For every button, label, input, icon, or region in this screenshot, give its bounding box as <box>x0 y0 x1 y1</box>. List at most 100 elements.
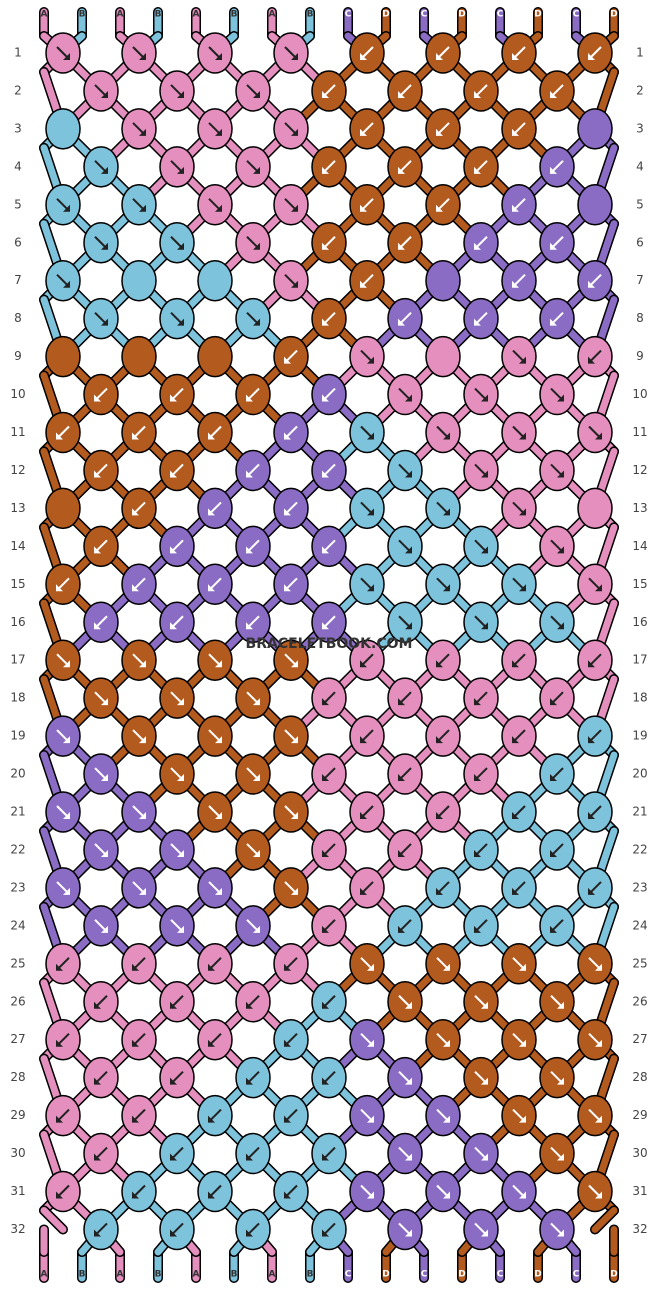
row-number: 1 <box>14 46 22 60</box>
knot <box>83 222 119 264</box>
row-number: 27 <box>632 1032 647 1046</box>
row-number: 23 <box>10 880 25 894</box>
knot <box>539 70 575 112</box>
knot <box>577 563 613 606</box>
knot-arrowhead <box>322 1153 329 1161</box>
knot-arrowhead <box>253 318 260 326</box>
row-number: 1 <box>636 46 644 60</box>
knot <box>349 108 385 150</box>
knot <box>235 601 271 643</box>
knot <box>463 677 499 719</box>
knot-arrowhead <box>170 470 177 478</box>
knot <box>425 411 461 454</box>
knot <box>197 943 233 985</box>
knot-arrowhead <box>588 280 595 288</box>
knot-arrowhead <box>512 128 519 136</box>
knot <box>539 905 575 947</box>
knot-arrowhead <box>132 1039 139 1047</box>
knot <box>45 1170 81 1213</box>
knot <box>83 905 119 947</box>
knot-arrowhead <box>481 622 488 630</box>
string-label: C <box>497 1270 504 1280</box>
knot-arrowhead <box>139 660 146 668</box>
knot-arrowhead <box>367 508 374 516</box>
knot <box>387 981 423 1023</box>
knot <box>577 487 613 530</box>
knot-arrowhead <box>367 963 374 971</box>
knot <box>159 297 195 340</box>
knot-arrowhead <box>398 242 405 250</box>
knot <box>387 449 423 492</box>
knot <box>121 867 157 909</box>
knot-arrowhead <box>512 812 519 819</box>
knot <box>197 335 233 378</box>
knot-arrowhead <box>588 53 595 60</box>
knot-arrowhead <box>94 622 101 630</box>
knot-arrowhead <box>481 1153 488 1161</box>
knot <box>45 32 81 74</box>
knot-arrowhead <box>519 356 526 364</box>
knot-arrowhead <box>101 242 108 250</box>
knot <box>577 943 613 985</box>
string-label: C <box>421 1270 428 1280</box>
knot <box>577 867 613 909</box>
knot-arrowhead <box>208 1191 215 1199</box>
knot <box>197 639 233 681</box>
string-label: C <box>345 10 352 20</box>
knot <box>121 32 157 74</box>
knot <box>235 829 271 871</box>
knot <box>45 715 81 757</box>
row-number: 24 <box>632 918 647 932</box>
knot <box>349 867 385 909</box>
knot-arrowhead <box>588 887 595 895</box>
knot-arrowhead <box>398 774 405 782</box>
knot-arrowhead <box>557 394 564 402</box>
row-number: 13 <box>10 501 25 515</box>
knot-arrowhead <box>215 128 222 136</box>
knot <box>387 146 423 188</box>
knot <box>273 487 309 530</box>
knot-arrowhead <box>322 394 329 402</box>
knot-body <box>577 487 613 530</box>
knot-arrowhead <box>94 1229 101 1237</box>
knot-arrowhead <box>595 432 602 440</box>
knot <box>577 32 613 74</box>
knot <box>577 335 613 378</box>
knot <box>501 1018 537 1061</box>
knot <box>577 791 613 833</box>
knot-arrowhead <box>360 280 367 288</box>
knot-arrowhead <box>177 849 184 857</box>
knot <box>577 108 613 150</box>
knot-arrowhead <box>284 432 291 440</box>
knot <box>425 639 461 681</box>
knot <box>159 373 195 416</box>
row-number: 12 <box>632 463 647 477</box>
row-number: 3 <box>636 121 644 135</box>
row-number: 26 <box>632 994 647 1008</box>
row-number: 18 <box>632 691 647 705</box>
string-label: A <box>117 1270 124 1280</box>
knot-arrowhead <box>481 546 488 554</box>
knot-arrowhead <box>405 622 412 630</box>
knot-arrowhead <box>253 166 260 174</box>
row-number: 7 <box>14 273 22 287</box>
knot <box>349 487 385 530</box>
knot-arrowhead <box>63 280 70 288</box>
knot-arrowhead <box>291 128 298 136</box>
knot <box>159 829 195 871</box>
knot <box>45 411 81 454</box>
knot <box>159 905 195 947</box>
string-label: C <box>421 10 428 20</box>
knot-arrowhead <box>519 508 526 516</box>
knot-arrowhead <box>322 1077 329 1085</box>
knot <box>273 184 309 226</box>
knot-arrowhead <box>170 1153 177 1161</box>
knot <box>83 1056 119 1099</box>
knot-arrowhead <box>139 736 146 744</box>
string-label: A <box>117 10 124 20</box>
knot-arrowhead <box>101 318 108 326</box>
knot <box>463 601 499 643</box>
row-number: 21 <box>632 805 647 819</box>
knot-arrowhead <box>519 963 526 971</box>
